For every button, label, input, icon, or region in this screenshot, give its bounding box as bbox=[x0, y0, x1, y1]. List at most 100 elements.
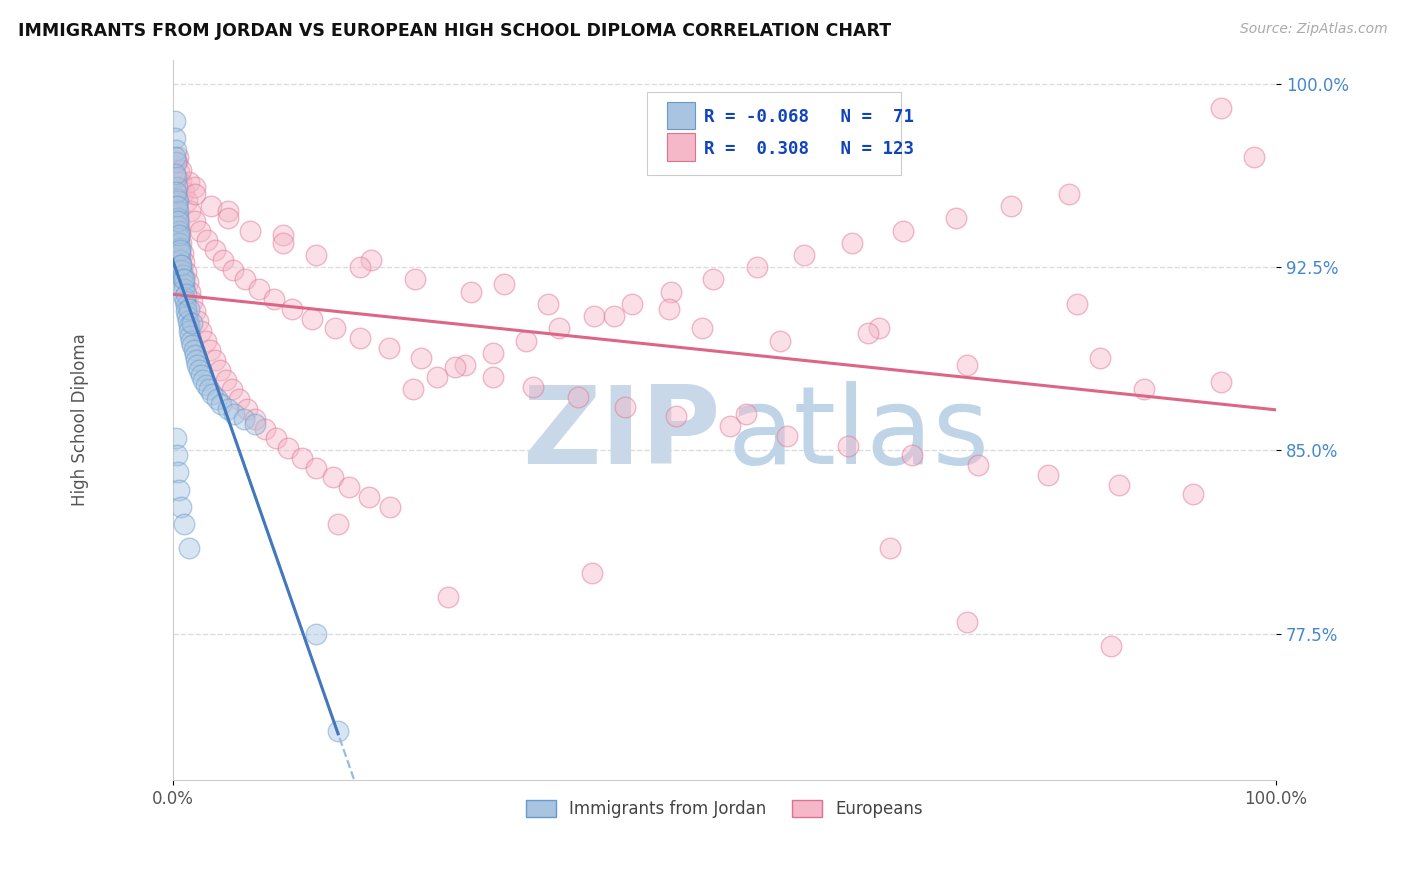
Point bbox=[658, 301, 681, 316]
Point bbox=[163, 168, 186, 182]
Text: ZIP: ZIP bbox=[523, 382, 721, 487]
Point bbox=[163, 113, 186, 128]
Point bbox=[221, 383, 243, 397]
Point bbox=[956, 615, 979, 629]
Point bbox=[170, 262, 193, 277]
Point bbox=[177, 275, 200, 289]
Point bbox=[277, 441, 299, 455]
Point bbox=[837, 439, 859, 453]
Point bbox=[281, 301, 304, 316]
Point bbox=[167, 214, 190, 228]
Point bbox=[349, 331, 371, 345]
Legend: Immigrants from Jordan, Europeans: Immigrants from Jordan, Europeans bbox=[517, 791, 931, 826]
Point bbox=[163, 130, 186, 145]
Text: Source: ZipAtlas.com: Source: ZipAtlas.com bbox=[1240, 22, 1388, 37]
Point bbox=[163, 150, 186, 164]
Point bbox=[214, 373, 236, 387]
Point bbox=[1066, 297, 1088, 311]
Point bbox=[200, 199, 222, 213]
Point bbox=[402, 383, 425, 397]
Point bbox=[245, 417, 267, 431]
Point bbox=[665, 409, 688, 424]
Point bbox=[172, 245, 194, 260]
Text: R = -0.068   N =  71: R = -0.068 N = 71 bbox=[704, 108, 914, 126]
Point bbox=[404, 272, 426, 286]
Point bbox=[172, 268, 194, 282]
Point bbox=[165, 431, 187, 445]
Point bbox=[222, 262, 245, 277]
Point bbox=[305, 626, 328, 640]
Point bbox=[856, 326, 879, 341]
Point bbox=[169, 241, 191, 255]
Point bbox=[190, 324, 212, 338]
Point bbox=[181, 317, 204, 331]
Point bbox=[1132, 383, 1154, 397]
Point bbox=[291, 450, 314, 465]
Point bbox=[603, 309, 626, 323]
Point bbox=[224, 407, 246, 421]
FancyBboxPatch shape bbox=[666, 102, 695, 129]
Point bbox=[614, 400, 637, 414]
Point bbox=[322, 470, 344, 484]
Point bbox=[349, 260, 371, 275]
Point bbox=[179, 324, 201, 338]
Point bbox=[690, 321, 713, 335]
Point bbox=[547, 321, 569, 335]
Point bbox=[167, 231, 190, 245]
Point bbox=[239, 224, 262, 238]
Point bbox=[174, 304, 197, 318]
Point bbox=[198, 343, 221, 358]
Point bbox=[167, 216, 190, 230]
Point bbox=[169, 226, 191, 240]
Point bbox=[180, 334, 202, 348]
Point bbox=[1209, 375, 1232, 389]
Point bbox=[174, 265, 197, 279]
Point bbox=[186, 358, 208, 372]
Point bbox=[194, 377, 217, 392]
Point bbox=[183, 186, 205, 201]
Point bbox=[205, 392, 228, 407]
Point bbox=[170, 258, 193, 272]
Point bbox=[198, 383, 221, 397]
Point bbox=[169, 252, 191, 267]
Point bbox=[167, 224, 190, 238]
Point bbox=[217, 211, 239, 226]
Point bbox=[173, 516, 195, 531]
Point bbox=[166, 196, 188, 211]
Point bbox=[567, 390, 589, 404]
Point bbox=[209, 397, 232, 411]
Point bbox=[409, 351, 432, 365]
Point bbox=[166, 192, 188, 206]
Point bbox=[169, 243, 191, 257]
Point bbox=[170, 175, 193, 189]
Point bbox=[444, 360, 467, 375]
Point bbox=[271, 235, 294, 250]
Point bbox=[170, 258, 193, 272]
Point bbox=[167, 194, 190, 209]
Point bbox=[247, 282, 270, 296]
Point bbox=[195, 233, 218, 247]
Point bbox=[515, 334, 537, 348]
Point bbox=[167, 466, 190, 480]
Point bbox=[492, 277, 515, 292]
FancyBboxPatch shape bbox=[666, 134, 695, 161]
Point bbox=[537, 297, 560, 311]
Point bbox=[166, 199, 188, 213]
Point bbox=[179, 541, 201, 556]
Point bbox=[173, 294, 195, 309]
Point bbox=[301, 311, 323, 326]
Point bbox=[179, 328, 201, 343]
Point bbox=[170, 500, 193, 514]
Point bbox=[167, 206, 190, 220]
Point bbox=[177, 314, 200, 328]
Point bbox=[165, 143, 187, 157]
Point bbox=[194, 334, 217, 348]
Text: atlas: atlas bbox=[728, 382, 990, 487]
Point bbox=[179, 301, 201, 316]
Point bbox=[183, 343, 205, 358]
Text: IMMIGRANTS FROM JORDAN VS EUROPEAN HIGH SCHOOL DIPLOMA CORRELATION CHART: IMMIGRANTS FROM JORDAN VS EUROPEAN HIGH … bbox=[18, 22, 891, 40]
Point bbox=[208, 363, 231, 377]
Text: R =  0.308   N = 123: R = 0.308 N = 123 bbox=[704, 140, 914, 158]
Point bbox=[233, 411, 256, 425]
Point bbox=[967, 458, 990, 472]
